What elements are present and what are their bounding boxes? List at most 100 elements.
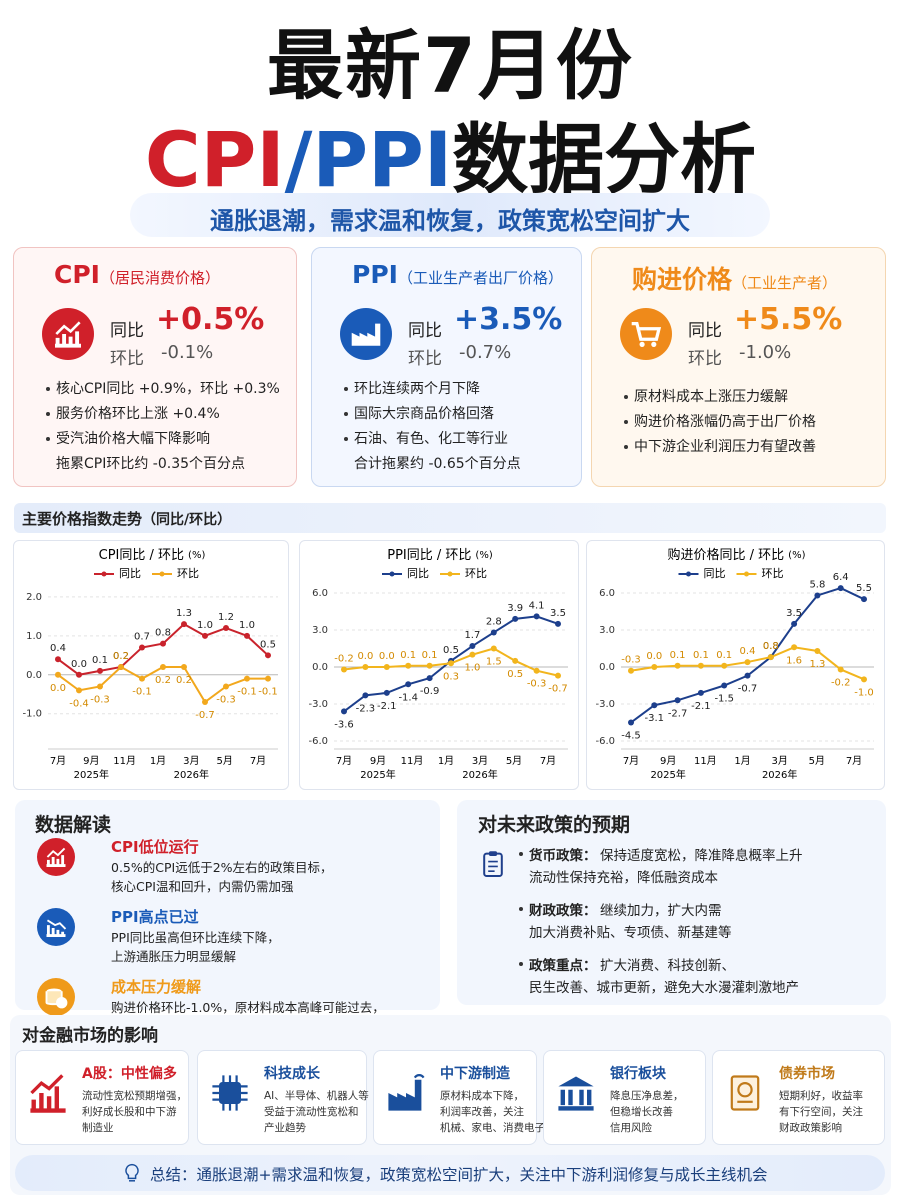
bullet-dot — [624, 420, 628, 424]
x-tick-label: 9月 — [370, 755, 386, 767]
y-tick-label: 2.0 — [26, 592, 42, 603]
data-label: -2.1 — [691, 701, 711, 712]
bullet-dot — [624, 445, 628, 449]
data-point — [118, 664, 124, 670]
icon-part — [219, 1082, 241, 1104]
data-point — [791, 644, 798, 651]
x-tick-label: 3月 — [183, 755, 199, 767]
icon — [37, 908, 75, 946]
market-line: 利好成长股和中下游 — [82, 1106, 177, 1118]
item-heading: 成本压力缓解 — [111, 978, 202, 996]
y-tick-label: 6.0 — [599, 588, 615, 599]
data-label: -0.2 — [334, 653, 354, 664]
data-point — [469, 643, 476, 650]
data-point — [55, 656, 61, 663]
bullet-text: 石油、有色、化工等行业 — [354, 431, 508, 447]
data-point — [426, 675, 433, 682]
icon-part — [30, 1074, 64, 1095]
data-label: -0.7 — [738, 684, 758, 695]
bullet-dot — [46, 412, 50, 416]
data-label: -0.9 — [420, 686, 440, 697]
data-label: 1.0 — [239, 620, 255, 631]
market-heading: 债券市场 — [779, 1066, 835, 1082]
data-label: 0.2 — [155, 675, 171, 686]
policy-line: 继续加力，扩大内需 — [600, 903, 722, 919]
data-point — [448, 660, 454, 667]
data-label: 1.5 — [486, 657, 502, 668]
legend-label: 环比 — [762, 567, 784, 580]
data-point — [767, 654, 774, 661]
card-heading: 购进价格（工业生产者） — [632, 260, 837, 296]
x-tick-label: 5月 — [216, 755, 232, 767]
chart-title: 购进价格同比 / 环比 (%) — [668, 547, 806, 563]
icon — [620, 308, 672, 360]
data-point — [244, 632, 250, 639]
data-label: -3.6 — [334, 719, 354, 730]
mom-label: 环比 — [408, 349, 442, 369]
icon-part — [340, 308, 392, 360]
data-label: -0.3 — [216, 694, 236, 705]
market-card: 债券市场 短期利好，收益率 有下行空间，关注 财政政策影响 — [712, 1050, 885, 1145]
data-point — [341, 666, 347, 673]
data-label: 0.2 — [113, 651, 129, 662]
data-label: 1.3 — [176, 608, 192, 619]
chart-title-unit: (%) — [788, 550, 805, 561]
item-heading: PPI高点已过 — [111, 908, 199, 926]
data-label: 0.0 — [71, 659, 87, 670]
mom-value: -0.1% — [161, 342, 214, 363]
market-line: 信用风险 — [610, 1122, 652, 1134]
icon — [388, 1074, 425, 1111]
data-label: 0.3 — [443, 671, 459, 682]
data-label: -0.1 — [237, 687, 257, 698]
data-point — [628, 719, 634, 726]
data-label: -1.4 — [398, 692, 418, 703]
icon-part — [488, 860, 498, 872]
market-title: 对金融市场的影响 — [22, 1026, 158, 1046]
market-card: 中下游制造 原材料成本下降， 利润率改善，关注 机械、家电、消费电子等 — [373, 1050, 556, 1145]
data-label: 3.9 — [507, 603, 523, 614]
data-point — [160, 640, 166, 647]
data-point — [837, 585, 844, 592]
data-label: 0.7 — [134, 632, 150, 643]
data-label: 6.4 — [833, 572, 849, 583]
interpretation-title: 数据解读 — [35, 814, 112, 836]
data-point — [383, 664, 390, 670]
data-point — [628, 667, 634, 674]
data-point — [861, 676, 867, 683]
icon-part — [46, 847, 66, 858]
market-line: 有下行空间，关注 — [779, 1106, 863, 1118]
data-point — [651, 664, 658, 670]
x-year-label: 2025年 — [74, 768, 109, 781]
card-heading: PPI（工业生产者出厂价格） — [352, 260, 563, 289]
y-tick-label: 3.0 — [599, 625, 615, 636]
icon-part — [125, 1163, 139, 1180]
data-label: 0.1 — [422, 650, 438, 661]
y-tick-label: -3.0 — [595, 699, 615, 710]
card-desc: （工业生产者） — [732, 274, 838, 292]
data-point — [405, 681, 412, 688]
mom-value: -0.7% — [459, 342, 512, 363]
data-point — [533, 613, 540, 620]
x-year-label: 2026年 — [762, 768, 797, 781]
x-tick-label: 5月 — [506, 755, 522, 767]
section-title-sub: （同比/环比） — [142, 512, 232, 528]
data-label: -0.7 — [548, 684, 568, 695]
legend-label: 环比 — [465, 567, 487, 580]
data-point — [674, 662, 681, 669]
data-point — [76, 687, 82, 694]
bullet-dot — [46, 387, 50, 391]
data-label: 2.8 — [486, 616, 502, 627]
card-name: 购进价格 — [632, 265, 733, 294]
data-label: 5.8 — [809, 579, 825, 590]
data-point — [744, 659, 751, 666]
data-point — [383, 689, 390, 696]
icon — [37, 978, 75, 1016]
data-point — [202, 632, 208, 639]
chart-title-text: PPI同比 / 环比 — [387, 548, 471, 563]
y-tick-label: -6.0 — [595, 736, 615, 747]
data-point — [837, 666, 844, 673]
bullet-text: 合计拖累约 -0.65个百分点 — [354, 456, 521, 472]
icon — [30, 1074, 66, 1113]
item-line: 上游通胀压力明显缓解 — [111, 949, 237, 964]
